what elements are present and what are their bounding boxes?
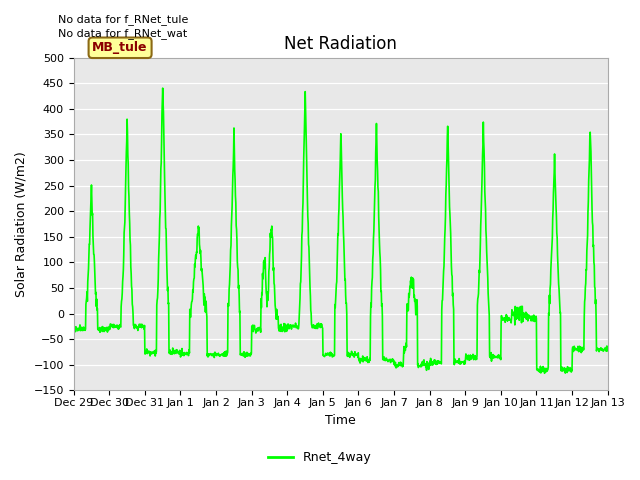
- Text: MB_tule: MB_tule: [92, 41, 148, 54]
- Y-axis label: Solar Radiation (W/m2): Solar Radiation (W/m2): [15, 151, 28, 297]
- Legend: Rnet_4way: Rnet_4way: [263, 446, 377, 469]
- Title: Net Radiation: Net Radiation: [284, 35, 397, 53]
- Text: No data for f_RNet_wat: No data for f_RNet_wat: [58, 28, 187, 39]
- Text: No data for f_RNet_tule: No data for f_RNet_tule: [58, 13, 188, 24]
- X-axis label: Time: Time: [325, 414, 356, 427]
